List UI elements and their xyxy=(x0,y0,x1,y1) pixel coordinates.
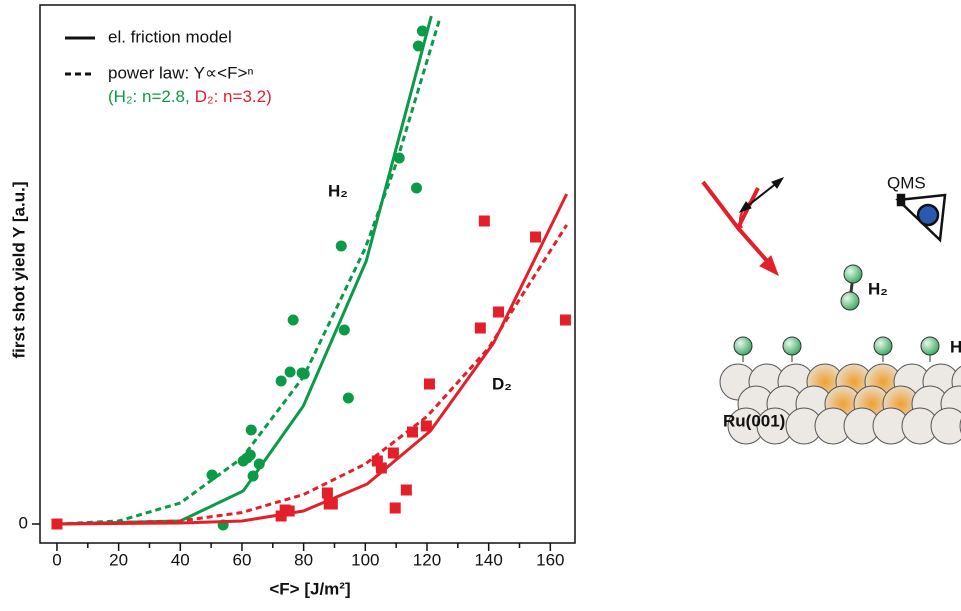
y-axis-label: first shot yield Y [a.u.] xyxy=(9,182,28,359)
data-point xyxy=(474,322,486,334)
data-point xyxy=(283,505,295,517)
y-tick-label: 0 xyxy=(19,513,28,532)
plot-frame xyxy=(39,4,576,544)
data-point xyxy=(412,40,424,52)
h-label: H xyxy=(950,337,961,356)
data-point xyxy=(321,487,333,499)
data-point xyxy=(423,378,435,390)
legend-label: el. friction model xyxy=(108,27,232,46)
x-tick-label: 140 xyxy=(474,550,502,569)
data-point xyxy=(400,484,412,496)
x-tick-label: 20 xyxy=(109,550,128,569)
data-point xyxy=(559,314,571,326)
data-point xyxy=(387,447,399,459)
data-point xyxy=(371,455,383,467)
data-point xyxy=(244,449,256,461)
legend-note-part: (H₂: n=2.8, xyxy=(108,87,190,106)
data-point xyxy=(342,392,354,404)
x-tick-label: 120 xyxy=(413,550,441,569)
x-tick-label: 60 xyxy=(233,550,252,569)
series-label: D₂ xyxy=(492,374,512,393)
data-point xyxy=(375,462,387,474)
data-point xyxy=(478,215,490,227)
qms-eye xyxy=(895,193,947,243)
legend-note: (H₂: n=2.8, D₂: n=3.2) xyxy=(108,87,272,106)
data-point xyxy=(493,306,505,318)
surface xyxy=(719,363,961,445)
x-tick-label: 40 xyxy=(171,550,190,569)
data-point xyxy=(530,231,542,243)
data-point xyxy=(416,25,428,37)
h-atoms xyxy=(733,264,940,362)
surface-label: Ru(001) xyxy=(723,411,785,430)
legend-label: power law: Y∝<F>ⁿ xyxy=(108,63,254,82)
x-tick-label: 160 xyxy=(536,550,564,569)
data-point xyxy=(245,424,257,436)
legend-note-part: D₂: n=3.2) xyxy=(195,87,272,106)
data-point xyxy=(287,314,299,326)
x-tick-label: 0 xyxy=(52,550,61,569)
data-point xyxy=(284,366,296,378)
x-axis-label: <F> [J/m²] xyxy=(269,579,350,598)
h2-label: H₂ xyxy=(868,279,888,298)
data-point xyxy=(406,426,418,438)
power-law-line xyxy=(56,19,441,526)
data-point xyxy=(389,502,401,514)
chart: <F> [J/m²] first shot yield Y [a.u.] 0 20… xyxy=(9,4,576,598)
data-point xyxy=(298,368,310,380)
diagram: Ru(001) H H₂ QMS xyxy=(701,173,961,445)
power-law-line xyxy=(56,224,568,526)
data-point xyxy=(247,470,259,482)
model-line xyxy=(56,193,569,526)
laser xyxy=(701,177,785,277)
qms-label: QMS xyxy=(887,173,926,192)
surface-atom xyxy=(930,407,961,445)
data-point xyxy=(393,152,405,164)
data-point xyxy=(335,240,347,252)
data-point xyxy=(51,518,63,530)
data-point xyxy=(253,458,265,470)
data-point xyxy=(275,375,287,387)
series-label: H₂ xyxy=(328,181,348,200)
x-tick-label: 100 xyxy=(351,550,379,569)
data-point xyxy=(275,510,287,522)
data-point xyxy=(411,182,423,194)
data-point xyxy=(206,469,218,481)
x-tick-label: 80 xyxy=(294,550,313,569)
data-point xyxy=(338,324,350,336)
data-point xyxy=(420,420,432,432)
data-point xyxy=(326,498,338,510)
